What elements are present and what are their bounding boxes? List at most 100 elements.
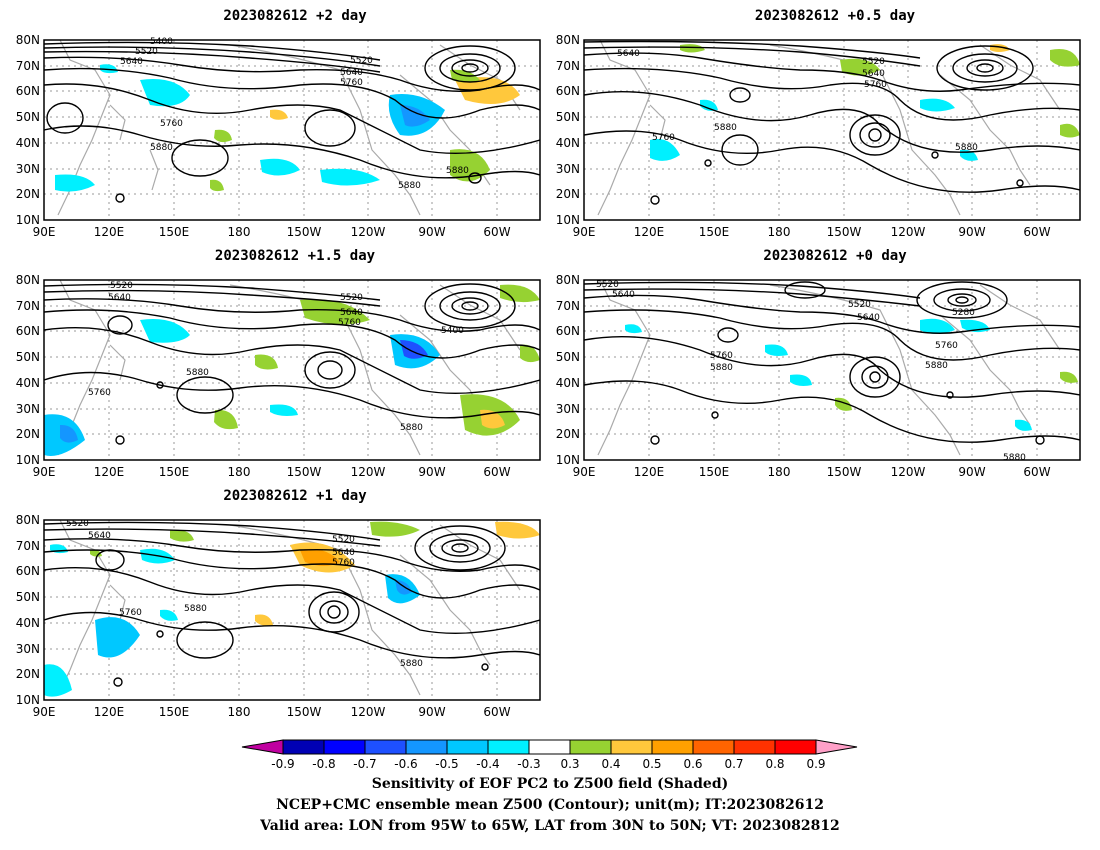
svg-text:5760: 5760 (935, 341, 958, 351)
svg-text:5280: 5280 (952, 308, 975, 318)
svg-text:20N: 20N (16, 667, 40, 681)
svg-text:120E: 120E (94, 705, 125, 719)
colorbar-tick-label: 0.3 (560, 757, 579, 771)
caption-line-1: Sensitivity of EOF PC2 to Z500 field (Sh… (371, 776, 729, 792)
svg-text:70N: 70N (556, 59, 580, 73)
svg-text:5640: 5640 (617, 49, 640, 59)
svg-text:5640: 5640 (340, 308, 363, 318)
svg-text:5520: 5520 (340, 293, 363, 303)
map-panel-5: 5520 5640 5520 5640 5760 5760 5880 5880 (43, 519, 541, 701)
colorbar-tick-label: -0.7 (353, 757, 376, 771)
svg-text:90E: 90E (33, 465, 56, 479)
colorbar-swatch (323, 739, 366, 755)
coastlines (597, 280, 1061, 456)
panel-title: 2023082612 +1.5 day (214, 248, 376, 264)
grid-lines (584, 280, 1080, 460)
svg-text:5520: 5520 (135, 47, 158, 57)
colorbar-tick-label: 0.7 (724, 757, 743, 771)
svg-text:150E: 150E (159, 465, 190, 479)
z500-contours (584, 40, 1080, 205)
svg-text:120E: 120E (634, 225, 665, 239)
svg-text:5880: 5880 (1003, 453, 1026, 463)
colorbar-swatch (692, 739, 735, 755)
svg-text:5640: 5640 (340, 68, 363, 78)
svg-text:5760: 5760 (88, 388, 111, 398)
sensitivity-shading (625, 318, 1078, 431)
svg-text:5400: 5400 (150, 37, 173, 47)
svg-text:90W: 90W (958, 225, 985, 239)
svg-text:5640: 5640 (857, 313, 880, 323)
svg-text:150E: 150E (699, 225, 730, 239)
panel-title: 2023082612 +1 day (223, 488, 367, 504)
svg-text:5640: 5640 (108, 293, 131, 303)
svg-text:120W: 120W (891, 465, 926, 479)
svg-text:180: 180 (228, 705, 251, 719)
svg-text:5760: 5760 (710, 351, 733, 361)
svg-text:20N: 20N (556, 187, 580, 201)
colorbar-tick-label: 0.4 (601, 757, 620, 771)
svg-text:120E: 120E (634, 465, 665, 479)
colorbar-swatch (487, 739, 530, 755)
svg-text:90W: 90W (418, 705, 445, 719)
contour-labels: 5520 5640 5520 5640 5760 5400 5760 5880 … (88, 281, 464, 433)
svg-text:10N: 10N (556, 453, 580, 467)
svg-text:150W: 150W (827, 465, 862, 479)
colorbar-swatch (282, 739, 325, 755)
svg-text:5400: 5400 (441, 326, 464, 336)
svg-text:5880: 5880 (150, 143, 173, 153)
svg-text:60N: 60N (556, 84, 580, 98)
svg-text:5640: 5640 (332, 548, 355, 558)
colorbar-arrow-high (815, 739, 858, 755)
svg-text:40N: 40N (16, 376, 40, 390)
svg-text:60W: 60W (483, 465, 510, 479)
colorbar-tick-label: -0.4 (476, 757, 499, 771)
colorbar-swatch (569, 739, 612, 755)
svg-text:5880: 5880 (400, 423, 423, 433)
svg-text:180: 180 (228, 465, 251, 479)
svg-text:5520: 5520 (110, 281, 133, 291)
svg-text:5520: 5520 (862, 57, 885, 67)
colorbar-swatch (610, 739, 653, 755)
svg-text:90W: 90W (958, 465, 985, 479)
colorbar-arrow-low (241, 739, 284, 755)
svg-text:5880: 5880 (955, 143, 978, 153)
map-panel-4: 5520 5640 5520 5640 5280 5760 5880 5760 … (583, 279, 1081, 463)
panel-title: 2023082612 +0.5 day (754, 8, 916, 24)
svg-text:80N: 80N (16, 33, 40, 47)
svg-text:60W: 60W (483, 705, 510, 719)
svg-text:40N: 40N (16, 616, 40, 630)
svg-text:180: 180 (768, 465, 791, 479)
svg-text:150E: 150E (699, 465, 730, 479)
coastlines (57, 280, 521, 456)
svg-text:50N: 50N (16, 110, 40, 124)
svg-text:150W: 150W (287, 705, 322, 719)
svg-text:5520: 5520 (66, 519, 89, 529)
svg-text:180: 180 (768, 225, 791, 239)
svg-text:70N: 70N (16, 299, 40, 313)
colorbar-tick-label: -0.8 (312, 757, 335, 771)
grid-lines (584, 40, 1080, 220)
svg-text:5880: 5880 (446, 166, 469, 176)
colorbar: -0.9 -0.8 -0.7 -0.6 -0.5 -0.4 -0.3 0.3 0.4 0.5 0.6… (241, 739, 858, 771)
svg-text:5760: 5760 (338, 318, 361, 328)
svg-text:120E: 120E (94, 225, 125, 239)
svg-text:50N: 50N (556, 110, 580, 124)
svg-text:5880: 5880 (184, 604, 207, 614)
svg-text:5880: 5880 (714, 123, 737, 133)
svg-text:90W: 90W (418, 465, 445, 479)
z500-contours (44, 283, 540, 445)
colorbar-tick-label: -0.5 (435, 757, 458, 771)
coastlines (597, 40, 1061, 216)
svg-text:150W: 150W (287, 465, 322, 479)
svg-text:30N: 30N (16, 642, 40, 656)
svg-text:5760: 5760 (119, 608, 142, 618)
colorbar-swatch (405, 739, 448, 755)
colorbar-swatch (651, 739, 694, 755)
svg-text:10N: 10N (16, 213, 40, 227)
svg-text:5640: 5640 (612, 290, 635, 300)
svg-text:70N: 70N (16, 59, 40, 73)
svg-text:60N: 60N (16, 84, 40, 98)
svg-text:20N: 20N (556, 427, 580, 441)
svg-text:150E: 150E (159, 225, 190, 239)
